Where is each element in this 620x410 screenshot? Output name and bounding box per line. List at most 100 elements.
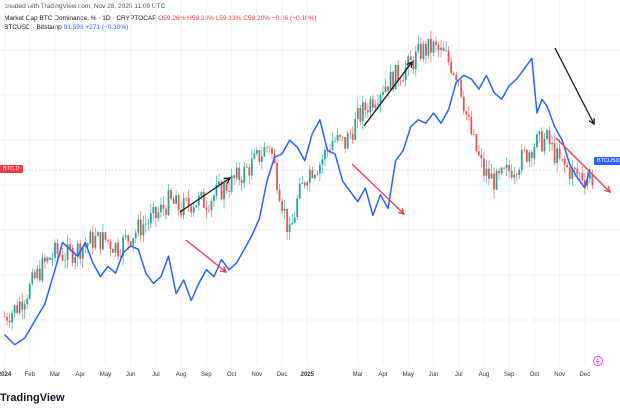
btcd-candle [109, 241, 112, 250]
btcd-candle [180, 210, 183, 216]
btcd-candle [364, 102, 367, 111]
btcd-candle [6, 316, 8, 321]
trend-arrow-head [604, 186, 611, 193]
btcd-candle [89, 232, 92, 244]
btcd-candle [510, 171, 513, 178]
btcd-candle [591, 174, 594, 186]
btcd-candle [475, 134, 478, 152]
btcd-candle [351, 133, 354, 140]
btcd-candle [61, 255, 64, 261]
btcd-candle [190, 206, 193, 213]
btcd-candle [43, 257, 46, 262]
btcd-candle [319, 164, 321, 174]
btcd-candle [586, 179, 589, 186]
btcd-candle [84, 245, 87, 248]
btcd-candle [16, 305, 19, 314]
btcd-candle [392, 71, 394, 90]
btcd-candle [409, 56, 412, 60]
btcd-candle [331, 140, 334, 151]
btcd-candle [566, 164, 569, 168]
btcd-candle [419, 43, 422, 59]
btcd-candle [407, 56, 410, 68]
trend-arrow-head [588, 117, 595, 126]
btcd-candle [354, 119, 357, 140]
btcd-candle [8, 320, 11, 323]
btcd-candle [155, 206, 157, 219]
btcd-candle [271, 148, 273, 154]
btcd-candle [157, 212, 160, 219]
btcd-candle [142, 224, 145, 236]
btcd-candle [225, 182, 228, 192]
btcd-candle [223, 182, 225, 200]
btcd-candle [384, 86, 387, 93]
btcd-candle [170, 189, 172, 199]
btcd-high: H59.33% [187, 15, 214, 22]
replay-icon[interactable] [592, 355, 604, 367]
btcd-candle [450, 61, 453, 73]
btcd-candle [228, 191, 230, 192]
btcd-candle [311, 169, 314, 179]
x-tick-label: Oct [529, 372, 540, 378]
trend-arrow [554, 47, 595, 125]
btcd-candle [147, 223, 150, 224]
btcd-candle [253, 153, 256, 159]
btcd-candle [372, 99, 374, 108]
trend-arrow [363, 61, 413, 127]
x-tick-label: Sep [503, 372, 515, 378]
btcd-candle [427, 38, 430, 56]
btcd-candle [13, 305, 16, 313]
btcd-candle [430, 38, 432, 53]
btcd-candle [18, 301, 21, 314]
btcd-price-tag: BTC.D [0, 165, 23, 173]
btcd-candle [91, 232, 94, 248]
btcusd-legend-row[interactable]: BTCUSD · Bitstamp 91,596 +271 (+0.30%) [4, 24, 128, 31]
btcd-candle [129, 241, 132, 246]
btcd-candle [402, 80, 405, 82]
btcd-candle [177, 195, 180, 211]
btcd-candle [508, 164, 511, 172]
btcd-candle [324, 149, 326, 160]
x-tick-label: Aug [478, 372, 490, 378]
btcd-candle [102, 232, 104, 250]
btcd-candle [248, 167, 251, 176]
btcd-candle [298, 183, 301, 199]
btcd-candle [255, 150, 258, 154]
btcd-candle [81, 247, 84, 259]
btcd-candle [134, 232, 137, 239]
btcd-candle [399, 80, 402, 82]
x-tick-label: Oct [226, 372, 237, 378]
btcd-candle [104, 232, 107, 240]
btcd-candle [28, 283, 31, 299]
btcd-candle [460, 80, 463, 97]
btcd-candle [470, 116, 473, 135]
x-tick-label: May [402, 372, 414, 378]
btcd-candle [543, 138, 546, 152]
btcd-candle [467, 114, 470, 117]
btcd-candle [465, 111, 468, 115]
btcd-change: −0.06 (−0.10%) [271, 15, 317, 22]
btcd-candle [172, 198, 175, 204]
x-tick-label: Dec [276, 372, 288, 378]
btcd-candle [112, 249, 114, 253]
btcd-candle [369, 99, 372, 113]
btcd-candle [233, 175, 236, 179]
btcd-candle [31, 272, 34, 284]
btcd-candle [165, 208, 167, 215]
btcusd-change: +271 (+0.30%) [85, 24, 129, 31]
btcd-candle [553, 142, 556, 163]
btcd-candle [528, 152, 531, 162]
btcd-candle [144, 223, 147, 225]
btcd-candle [278, 189, 281, 202]
btcd-candle [119, 256, 122, 258]
btcd-candle [546, 130, 548, 139]
btcd-candle [200, 192, 203, 196]
btcd-candle [359, 107, 362, 122]
x-tick-label: Apr [75, 372, 85, 378]
btcd-candle [245, 166, 248, 168]
btcd-candle [445, 50, 447, 52]
btcd-candle [202, 192, 205, 208]
x-tick-label: Mar [352, 372, 363, 378]
btcd-candle [462, 96, 465, 112]
btcd-open: O59.26% [158, 15, 186, 22]
